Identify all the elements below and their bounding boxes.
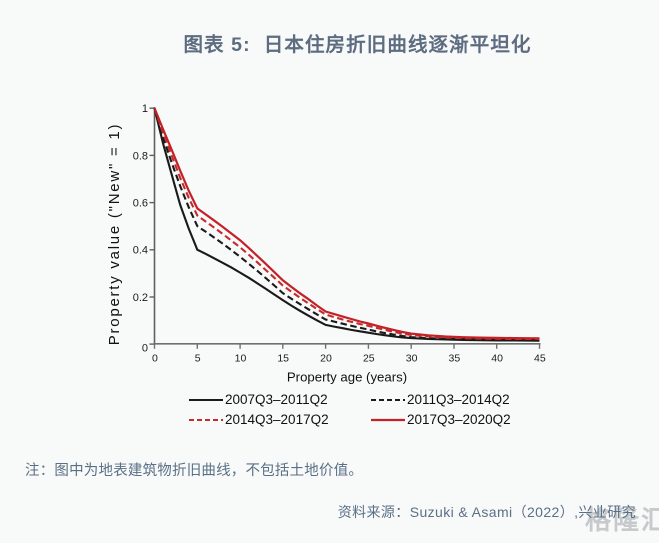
- svg-text:20: 20: [320, 353, 332, 365]
- svg-text:25: 25: [363, 353, 375, 365]
- svg-text:Property value ("New" = 1): Property value ("New" = 1): [106, 123, 123, 345]
- svg-text:0.2: 0.2: [133, 292, 148, 304]
- svg-text:0.8: 0.8: [133, 150, 148, 162]
- svg-text:35: 35: [449, 353, 461, 365]
- svg-text:0: 0: [152, 353, 158, 365]
- svg-text:0: 0: [142, 343, 148, 355]
- svg-text:Property age (years): Property age (years): [287, 370, 407, 385]
- svg-text:0.6: 0.6: [133, 198, 148, 210]
- svg-text:40: 40: [491, 353, 503, 365]
- svg-text:10: 10: [235, 353, 247, 365]
- svg-text:2007Q3–2011Q2: 2007Q3–2011Q2: [225, 392, 328, 407]
- svg-text:2011Q3–2014Q2: 2011Q3–2014Q2: [407, 392, 510, 407]
- svg-text:45: 45: [534, 353, 546, 365]
- svg-text:30: 30: [406, 353, 418, 365]
- svg-text:1: 1: [142, 103, 148, 115]
- svg-text:2017Q3–2020Q2: 2017Q3–2020Q2: [407, 412, 511, 427]
- svg-text:0.4: 0.4: [133, 245, 148, 257]
- svg-text:2014Q3–2017Q2: 2014Q3–2017Q2: [225, 412, 329, 427]
- svg-text:5: 5: [195, 353, 201, 365]
- svg-text:15: 15: [277, 353, 289, 365]
